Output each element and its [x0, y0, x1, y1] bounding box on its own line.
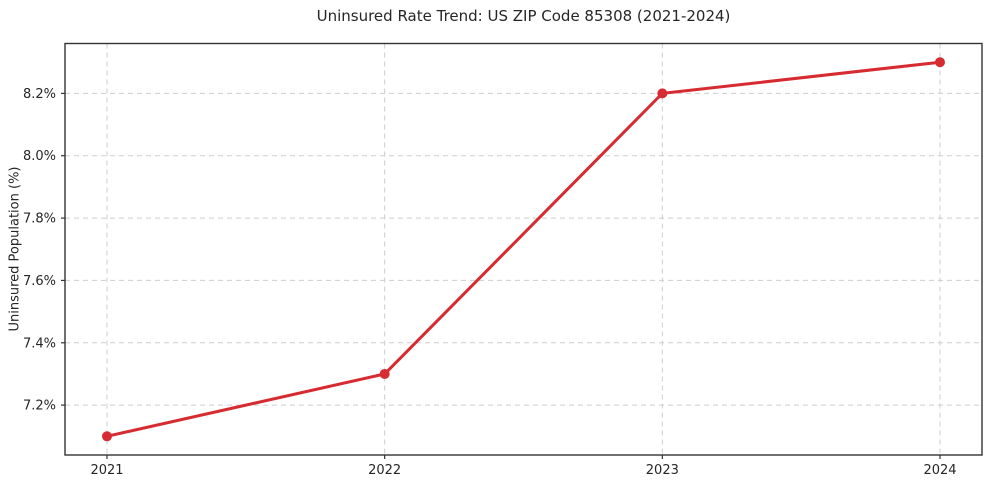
x-tick-label: 2024: [923, 463, 956, 478]
plot-frame: [64, 42, 983, 456]
trend-line: [105, 60, 942, 438]
chart-title: Uninsured Rate Trend: US ZIP Code 85308 …: [316, 7, 731, 25]
y-tick-label: 8.2%: [23, 87, 56, 102]
y-tick-label: 7.8%: [23, 212, 56, 227]
data-point-marker: [935, 57, 945, 68]
y-tick-label: 8.0%: [23, 149, 56, 164]
x-tick-label: 2023: [646, 463, 679, 478]
data-point-marker: [379, 368, 390, 379]
x-tick-label: 2021: [90, 463, 123, 478]
y-tick-label: 7.4%: [23, 336, 56, 351]
y-tick-label: 7.6%: [23, 274, 56, 289]
x-tick-label: 2022: [368, 463, 401, 478]
data-point-marker: [657, 88, 668, 99]
y-tick-label: 7.2%: [23, 399, 56, 414]
data-point-marker: [102, 431, 112, 442]
